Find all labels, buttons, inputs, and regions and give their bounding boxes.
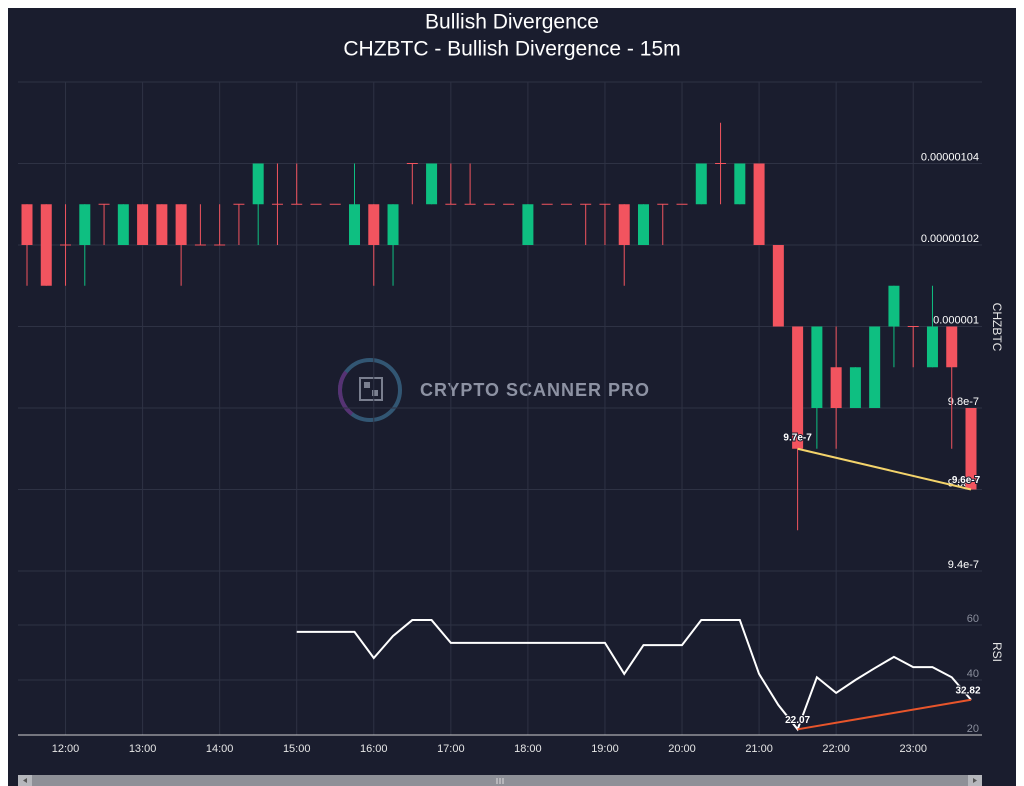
candle-body	[811, 326, 823, 408]
candle-body	[156, 204, 168, 245]
candle-body	[503, 203, 515, 205]
rsi-divergence-line	[797, 698, 972, 731]
x-tick-label: 16:00	[360, 743, 388, 755]
rsi-divergence-label: 32.82	[955, 685, 980, 696]
candle-body	[233, 203, 245, 205]
watermark: CRYPTO SCANNER PRO	[420, 380, 650, 400]
x-tick-label: 18:00	[514, 743, 542, 755]
candle-body	[907, 326, 919, 327]
rsi-tick-label: 60	[967, 613, 979, 625]
candle-body	[117, 204, 129, 245]
x-tick-label: 22:00	[822, 743, 850, 755]
candle-body	[926, 326, 938, 368]
y-tick-label: 9.4e-7	[948, 559, 979, 571]
rsi-tick-label: 20	[967, 723, 979, 735]
x-tick-label: 13:00	[129, 743, 157, 755]
candle-body	[580, 203, 592, 205]
watermark-logo	[338, 358, 402, 422]
candle-body	[753, 163, 765, 245]
rsi-tick-label: 40	[967, 668, 979, 680]
rsi-line	[296, 619, 972, 732]
rsi-axis-title: RSI	[990, 642, 1004, 662]
candle-body	[387, 204, 399, 245]
chart-title: Bullish Divergence	[425, 11, 599, 34]
candle-body	[79, 204, 91, 245]
x-tick-label: 12:00	[52, 743, 80, 755]
logo-ring-accent	[338, 370, 354, 416]
candle-body	[522, 204, 534, 245]
x-tick-label: 15:00	[283, 743, 311, 755]
y-tick-label: 0.000001	[933, 314, 979, 326]
candle-body	[60, 244, 72, 246]
chart-subtitle: CHZBTC - Bullish Divergence - 15m	[343, 38, 680, 61]
y-tick-label: 0.00000104	[921, 151, 979, 163]
candle-body	[657, 203, 669, 205]
logo-qr-dot	[372, 390, 378, 396]
x-tick-label: 20:00	[668, 743, 696, 755]
candle-body	[618, 204, 630, 245]
x-tick-label: 17:00	[437, 743, 465, 755]
divergence-label: 9.6e-7	[952, 475, 981, 486]
logo-qr	[359, 377, 383, 401]
candle-body	[406, 163, 418, 164]
candle-body	[98, 203, 110, 205]
candle-body	[252, 163, 264, 205]
scrollbar[interactable]	[18, 775, 982, 786]
x-tick-label: 23:00	[899, 743, 927, 755]
candle-body	[194, 244, 206, 246]
candle-body	[40, 204, 52, 286]
scroll-left-arrow	[23, 778, 27, 783]
scroll-grip	[496, 778, 504, 784]
candle-body	[310, 203, 322, 205]
candle-body	[445, 203, 457, 205]
candle-body	[541, 203, 553, 205]
candle-body	[869, 326, 881, 408]
chart-background	[8, 8, 1016, 786]
y-tick-label: 0.00000102	[921, 233, 979, 245]
x-tick-label: 21:00	[745, 743, 773, 755]
x-tick-label: 14:00	[206, 743, 234, 755]
candle-body	[599, 203, 611, 205]
candle-body	[137, 204, 149, 245]
candle-body	[271, 203, 283, 205]
candle-body	[946, 326, 958, 368]
y-axis-title: CHZBTC	[990, 303, 1004, 352]
candle-body	[560, 203, 572, 205]
candle-body	[637, 204, 649, 245]
candle-body	[965, 408, 977, 490]
scroll-right-arrow	[973, 778, 977, 783]
candle-body	[888, 285, 900, 327]
candle-body	[368, 204, 380, 245]
candle-body	[426, 163, 438, 205]
candle-body	[349, 204, 361, 245]
y-tick-label: 9.8e-7	[948, 396, 979, 408]
divergence-label: 9.7e-7	[783, 432, 812, 443]
candle-body	[676, 203, 688, 205]
logo-qr-dot	[364, 382, 370, 388]
candle-body	[695, 163, 707, 205]
candle-body	[175, 204, 187, 245]
candle-body	[772, 245, 784, 327]
candle-body	[483, 203, 495, 205]
x-tick-label: 19:00	[591, 743, 619, 755]
candle-body	[21, 204, 33, 245]
candle-body	[849, 367, 861, 408]
candle-body	[830, 367, 842, 408]
candle-body	[329, 203, 341, 205]
candle-body	[291, 203, 303, 205]
candle-body	[715, 163, 727, 164]
price-divergence-line	[797, 447, 972, 491]
candle-body	[464, 203, 476, 205]
candle-body	[734, 163, 746, 205]
candle-body	[792, 326, 804, 449]
rsi-divergence-label: 22.07	[785, 715, 810, 726]
candle-body	[214, 244, 226, 246]
